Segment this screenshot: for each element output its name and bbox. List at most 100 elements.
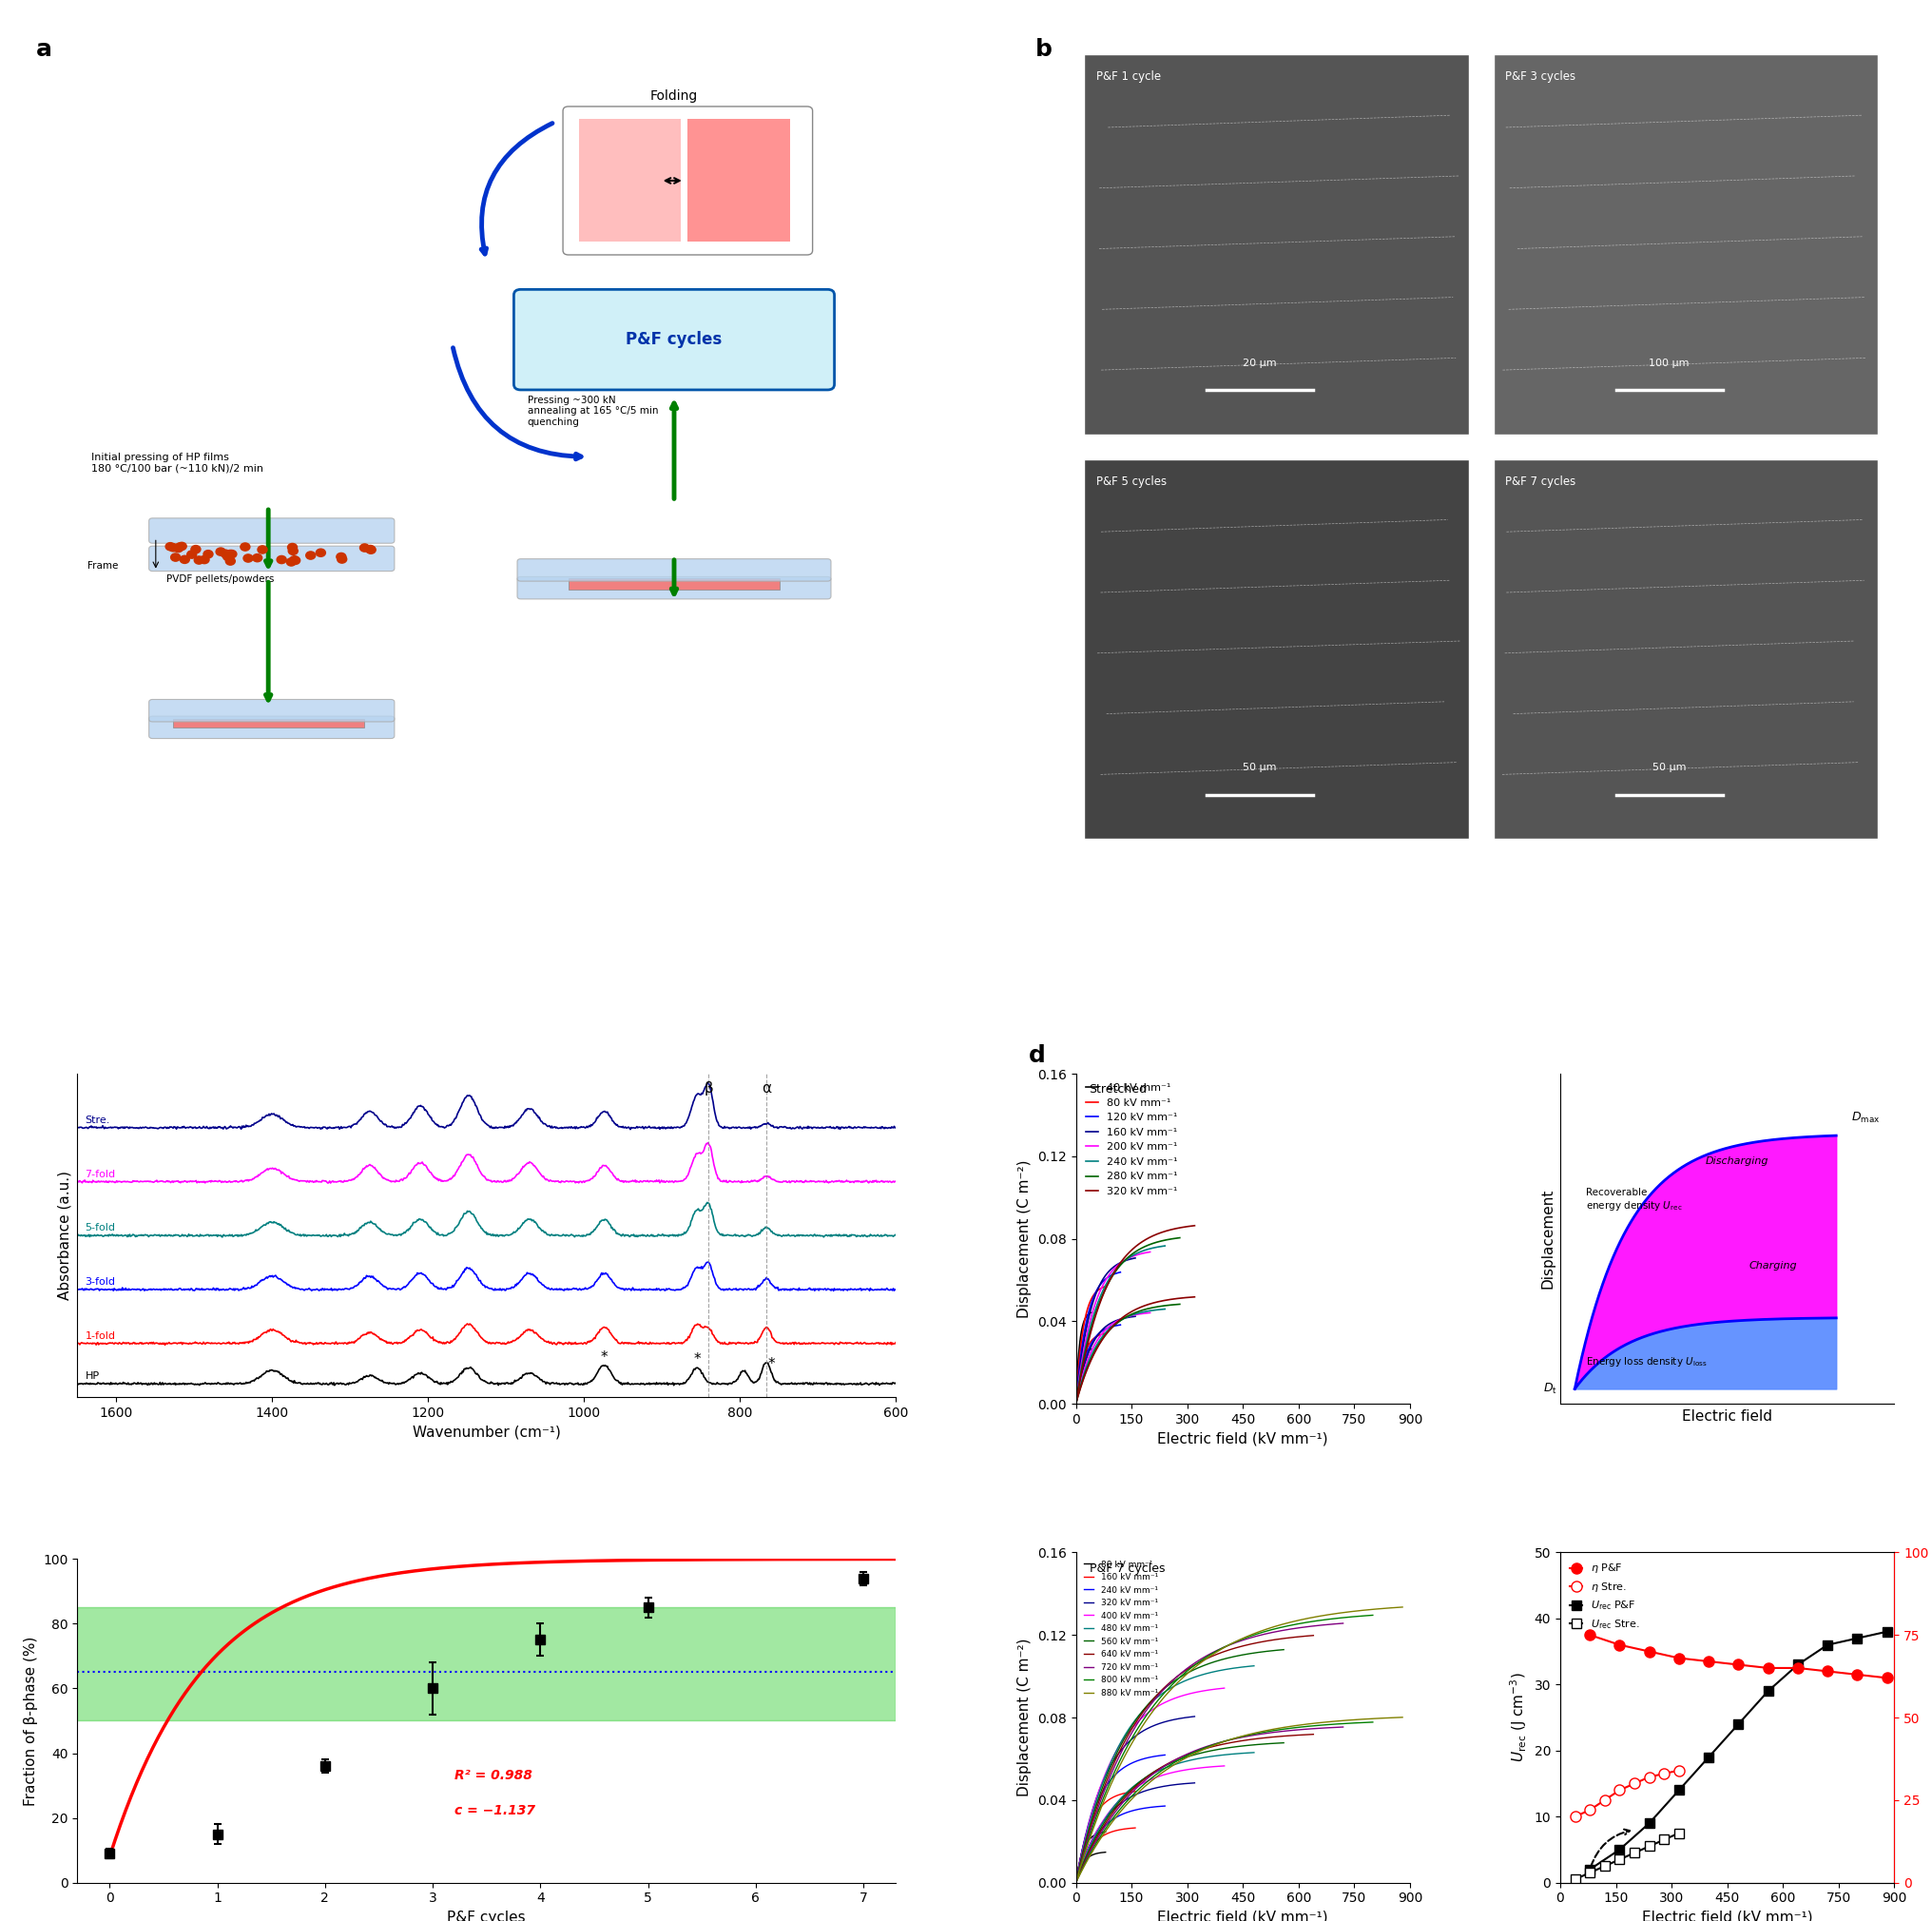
$U_{\rm rec}$ Stre. (1623, 1842, 1646, 1865)
Circle shape (288, 544, 298, 551)
$U_{\rm rec}$ P&F (1874, 1619, 1897, 1642)
Text: Energy loss density $U_{\rm loss}$: Energy loss density $U_{\rm loss}$ (1586, 1356, 1708, 1368)
$\eta$ Stre. (1592, 1788, 1615, 1812)
Bar (688, 119, 790, 242)
Text: 50 μm: 50 μm (1242, 763, 1277, 772)
Text: 20 μm: 20 μm (1242, 359, 1277, 369)
FancyBboxPatch shape (518, 576, 831, 599)
Circle shape (176, 544, 184, 551)
Text: Stretched: Stretched (1088, 1083, 1146, 1097)
Text: Recoverable
energy density $U_{\rm rec}$: Recoverable energy density $U_{\rm rec}$ (1586, 1187, 1683, 1212)
$U_{\rm rec}$ P&F (1636, 1812, 1660, 1835)
$\eta$ P&F (1874, 1666, 1897, 1689)
Circle shape (288, 547, 298, 555)
$\eta$ P&F (1636, 1641, 1660, 1664)
Circle shape (193, 557, 203, 565)
Line: $U_{\rm rec}$ P&F: $U_{\rm rec}$ P&F (1584, 1627, 1891, 1875)
Text: P&F 7 cycles: P&F 7 cycles (1088, 1562, 1165, 1575)
Bar (568, 578, 779, 590)
Text: P&F 1 cycle: P&F 1 cycle (1095, 71, 1161, 83)
Circle shape (191, 546, 201, 553)
Text: P&F 3 cycles: P&F 3 cycles (1505, 71, 1575, 83)
FancyBboxPatch shape (149, 699, 394, 722)
Text: P&F 7 cycles: P&F 7 cycles (1505, 474, 1575, 488)
Text: β: β (703, 1082, 713, 1095)
Text: 1-fold: 1-fold (85, 1331, 116, 1341)
$U_{\rm rec}$ Stre. (1592, 1854, 1615, 1877)
$U_{\rm rec}$ Stre. (1667, 1821, 1690, 1844)
$U_{\rm rec}$ P&F (1667, 1779, 1690, 1802)
$\eta$ P&F (1845, 1664, 1868, 1687)
Circle shape (305, 551, 315, 559)
Text: $D_{\rm t}$: $D_{\rm t}$ (1542, 1381, 1557, 1397)
Circle shape (170, 553, 180, 561)
Circle shape (336, 553, 346, 561)
Circle shape (315, 549, 325, 557)
Text: Pressing ~300 kN
annealing at 165 °C/5 min
quenching: Pressing ~300 kN annealing at 165 °C/5 m… (527, 396, 659, 426)
$\eta$ Stre. (1578, 1798, 1602, 1821)
$\eta$ Stre. (1607, 1779, 1631, 1802)
Text: PVDF pellets/powders: PVDF pellets/powders (166, 574, 274, 584)
$U_{\rm rec}$ P&F (1696, 1746, 1719, 1769)
Bar (172, 718, 363, 728)
$U_{\rm rec}$ P&F (1725, 1714, 1748, 1737)
Circle shape (199, 555, 209, 563)
Y-axis label: Displacement: Displacement (1540, 1189, 1553, 1289)
Circle shape (226, 549, 236, 557)
$U_{\rm rec}$ P&F (1607, 1838, 1631, 1861)
Circle shape (276, 555, 286, 563)
$U_{\rm rec}$ P&F (1756, 1679, 1779, 1702)
FancyBboxPatch shape (562, 106, 811, 255)
$\eta$ P&F (1785, 1656, 1808, 1679)
$\eta$ Stre. (1563, 1806, 1586, 1829)
Text: HP: HP (85, 1372, 99, 1381)
Circle shape (336, 555, 346, 563)
Text: Initial pressing of HP films
180 °C/100 bar (~110 kN)/2 min: Initial pressing of HP films 180 °C/100 … (91, 453, 263, 473)
Circle shape (286, 559, 296, 567)
Text: P&F cycles: P&F cycles (626, 330, 723, 348)
Text: c = −1.137: c = −1.137 (454, 1804, 535, 1817)
Bar (1084, 459, 1468, 839)
Text: 100 μm: 100 μm (1648, 359, 1689, 369)
FancyBboxPatch shape (149, 717, 394, 738)
Y-axis label: Absorbance (a.u.): Absorbance (a.u.) (58, 1170, 71, 1301)
Text: 5-fold: 5-fold (85, 1224, 116, 1233)
$U_{\rm rec}$ Stre. (1652, 1829, 1675, 1852)
Text: d: d (1028, 1045, 1045, 1068)
Text: *: * (601, 1350, 607, 1364)
$\eta$ Stre. (1623, 1771, 1646, 1794)
$\eta$ Stre. (1667, 1760, 1690, 1783)
$\eta$ P&F (1667, 1646, 1690, 1669)
X-axis label: Wavenumber (cm⁻¹): Wavenumber (cm⁻¹) (412, 1425, 560, 1439)
$\eta$ Stre. (1652, 1762, 1675, 1785)
Circle shape (222, 553, 232, 561)
Circle shape (168, 544, 178, 551)
Circle shape (203, 549, 213, 559)
Circle shape (220, 549, 230, 557)
Bar (1493, 459, 1878, 839)
Y-axis label: Displacement (C m⁻²): Displacement (C m⁻²) (1016, 1160, 1032, 1318)
$U_{\rm rec}$ Stre. (1578, 1861, 1602, 1885)
Circle shape (290, 557, 299, 565)
Text: P&F 5 cycles: P&F 5 cycles (1095, 474, 1167, 488)
Text: Discharging: Discharging (1704, 1156, 1768, 1166)
Y-axis label: Fraction of β-phase (%): Fraction of β-phase (%) (23, 1637, 39, 1806)
$\eta$ P&F (1696, 1650, 1719, 1673)
Text: a: a (37, 38, 52, 61)
Circle shape (365, 546, 375, 553)
FancyBboxPatch shape (518, 559, 831, 582)
Line: $U_{\rm rec}$ Stre.: $U_{\rm rec}$ Stre. (1569, 1829, 1683, 1885)
Legend: $\eta$ P&F, $\eta$ Stre., $U_{\rm rec}$ P&F, $U_{\rm rec}$ Stre.: $\eta$ P&F, $\eta$ Stre., $U_{\rm rec}$ … (1565, 1558, 1644, 1635)
X-axis label: Electric field: Electric field (1681, 1410, 1772, 1423)
Text: Folding: Folding (649, 88, 697, 102)
X-axis label: Electric field (kV mm⁻¹): Electric field (kV mm⁻¹) (1157, 1909, 1327, 1921)
Line: $\eta$ Stre.: $\eta$ Stre. (1569, 1765, 1683, 1821)
Circle shape (166, 542, 176, 551)
Bar (1493, 54, 1878, 434)
Text: Stre.: Stre. (85, 1116, 110, 1126)
$U_{\rm rec}$ Stre. (1607, 1848, 1631, 1871)
Legend: 80 kV mm⁻¹, 160 kV mm⁻¹, 240 kV mm⁻¹, 320 kV mm⁻¹, 400 kV mm⁻¹, 480 kV mm⁻¹, 560: 80 kV mm⁻¹, 160 kV mm⁻¹, 240 kV mm⁻¹, 32… (1080, 1556, 1161, 1700)
Text: 3-fold: 3-fold (85, 1277, 116, 1287)
Circle shape (243, 555, 253, 563)
Text: α: α (761, 1082, 771, 1095)
